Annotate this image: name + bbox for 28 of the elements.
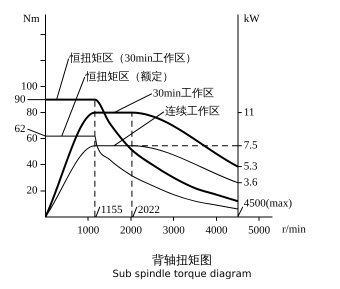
annotation: 恒扭矩区（30min工作区） (68, 52, 197, 65)
y-axis-title: Nm (23, 12, 40, 25)
y-tick-label: 20 (26, 184, 38, 197)
annotation: 4500(max) (244, 198, 292, 210)
y2-axis-title: kW (244, 12, 260, 25)
annotation: 恒扭矩区（额定） (84, 70, 174, 83)
y2-tick-label: 5.3 (244, 160, 258, 172)
y2-tick-label: 7.5 (244, 140, 258, 152)
y-tick-label: 80 (26, 106, 38, 119)
x-axis-title: r/min (282, 224, 306, 236)
annotation: 90 (14, 94, 26, 106)
ref-line-label: 2022 (138, 204, 160, 216)
x-tick-label: 3000 (162, 224, 186, 236)
text: 背轴扭矩图 (152, 252, 212, 267)
y-tick-label: 40 (26, 158, 38, 171)
y2-tick-label: 11 (244, 106, 254, 118)
annotation: 连续工作区 (164, 104, 220, 118)
ref-line-label: 1155 (100, 204, 123, 216)
x-tick-label: 2000 (120, 224, 142, 236)
x-tick-label: 5000 (248, 224, 271, 236)
annotation: 30min工作区 (152, 88, 214, 100)
x-tick-label: 1000 (77, 224, 100, 236)
y-tick-label: 60 (26, 132, 38, 145)
x-tick-label: 4000 (205, 224, 228, 236)
y2-tick-label: 3.6 (244, 176, 258, 189)
y-tick-label: 100 (21, 80, 38, 92)
annotation: 62 (14, 122, 26, 135)
text: Sub spindle torque diagram (112, 268, 252, 280)
